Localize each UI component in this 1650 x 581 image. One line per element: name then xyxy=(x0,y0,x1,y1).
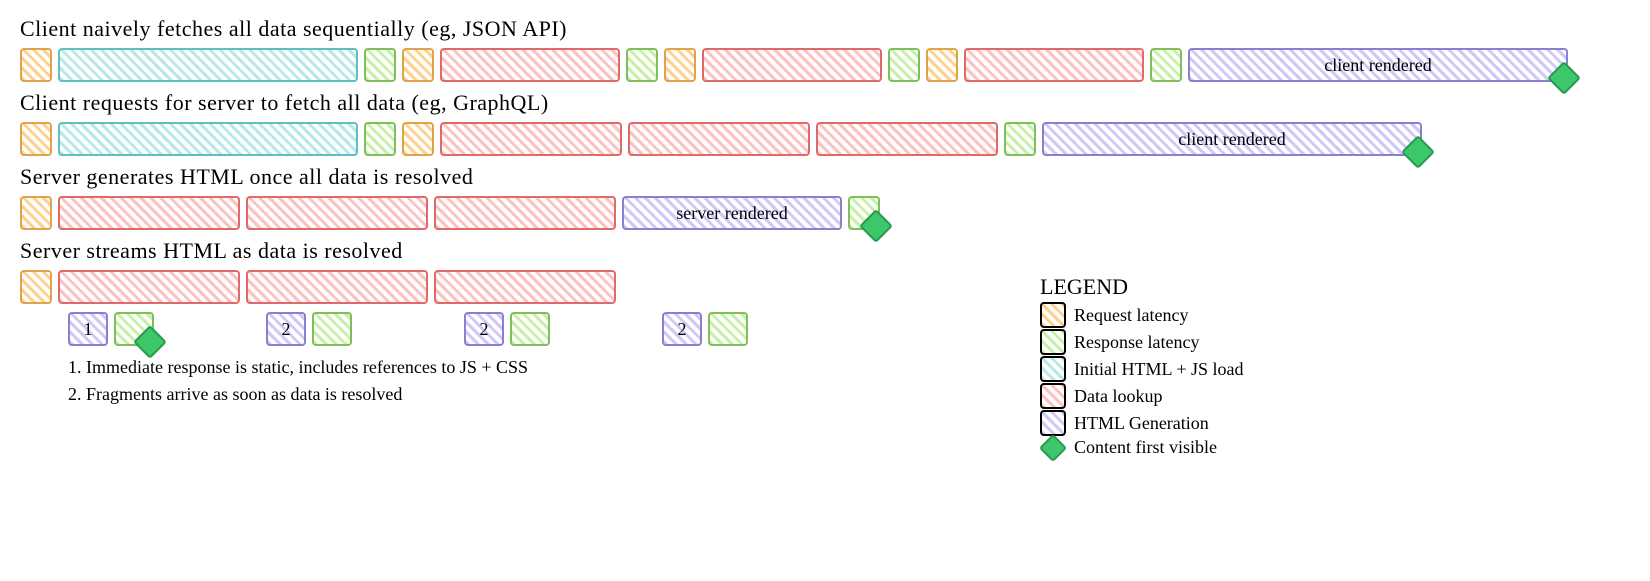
lookup-block xyxy=(964,48,1144,82)
row-title: Server streams HTML as data is resolved xyxy=(20,238,1630,264)
response-block xyxy=(626,48,658,82)
lookup-block xyxy=(702,48,882,82)
lookup-block xyxy=(816,122,998,156)
legend-item: Response latency xyxy=(1040,329,1243,355)
request-block xyxy=(664,48,696,82)
request-block xyxy=(402,122,434,156)
spacer xyxy=(556,329,656,330)
htmlgen-block: 1 xyxy=(68,312,108,346)
row-title: Client requests for server to fetch all … xyxy=(20,90,1630,116)
initial-block xyxy=(58,48,358,82)
response-block xyxy=(1004,122,1036,156)
row-title: Client naively fetches all data sequenti… xyxy=(20,16,1630,42)
row-title: Server generates HTML once all data is r… xyxy=(20,164,1630,190)
footnote: 1. Immediate response is static, include… xyxy=(68,354,1630,381)
response-block xyxy=(848,196,880,230)
request-block xyxy=(20,122,52,156)
request-block xyxy=(20,48,52,82)
legend-item: Content first visible xyxy=(1040,437,1243,458)
block-label: 1 xyxy=(84,319,93,340)
lookup-block xyxy=(440,48,620,82)
legend-label: Content first visible xyxy=(1074,437,1217,458)
legend-title: LEGEND xyxy=(1040,274,1243,300)
lookup-block xyxy=(440,122,622,156)
footnotes: 1. Immediate response is static, include… xyxy=(68,354,1630,408)
lookup-block xyxy=(434,196,616,230)
lookup-block xyxy=(434,270,616,304)
block-label: 2 xyxy=(282,319,291,340)
block-label: server rendered xyxy=(676,203,787,224)
block-label: client rendered xyxy=(1324,55,1431,76)
timeline-row: server rendered xyxy=(20,196,1630,230)
timeline-row: 1 2 2 2 xyxy=(68,312,1630,346)
diamond-icon xyxy=(1039,433,1067,461)
response-block xyxy=(510,312,550,346)
timeline-diagram: Client naively fetches all data sequenti… xyxy=(20,16,1630,408)
htmlgen-block: 2 xyxy=(266,312,306,346)
block-label: 2 xyxy=(678,319,687,340)
request-block xyxy=(20,270,52,304)
legend-item: Data lookup xyxy=(1040,383,1243,409)
legend-label: HTML Generation xyxy=(1074,413,1209,434)
lookup-block xyxy=(58,196,240,230)
request-block xyxy=(926,48,958,82)
lookup-block xyxy=(246,196,428,230)
request-block xyxy=(402,48,434,82)
htmlgen-block: client rendered xyxy=(1188,48,1568,82)
timeline-row: client rendered xyxy=(20,122,1630,156)
legend-item: HTML Generation xyxy=(1040,410,1243,436)
lookup-block xyxy=(628,122,810,156)
htmlgen-block: client rendered xyxy=(1042,122,1422,156)
legend-label: Response latency xyxy=(1074,332,1199,353)
response-block xyxy=(708,312,748,346)
htmlgen-block: server rendered xyxy=(622,196,842,230)
legend-swatch xyxy=(1040,356,1066,382)
timeline-row xyxy=(20,270,1630,304)
footnote: 2. Fragments arrive as soon as data is r… xyxy=(68,381,1630,408)
lookup-block xyxy=(246,270,428,304)
timeline-row: client rendered xyxy=(20,48,1630,82)
legend-item: Request latency xyxy=(1040,302,1243,328)
response-block xyxy=(888,48,920,82)
initial-block xyxy=(58,122,358,156)
response-block xyxy=(364,48,396,82)
spacer xyxy=(160,329,260,330)
request-block xyxy=(20,196,52,230)
response-block xyxy=(312,312,352,346)
response-block xyxy=(114,312,154,346)
legend-swatch xyxy=(1040,383,1066,409)
legend: LEGEND Request latency Response latency Ini… xyxy=(1040,274,1243,459)
legend-swatch xyxy=(1040,410,1066,436)
response-block xyxy=(1150,48,1182,82)
legend-swatch xyxy=(1040,329,1066,355)
legend-label: Request latency xyxy=(1074,305,1188,326)
htmlgen-block: 2 xyxy=(662,312,702,346)
response-block xyxy=(364,122,396,156)
block-label: client rendered xyxy=(1178,129,1285,150)
legend-label: Data lookup xyxy=(1074,386,1162,407)
legend-label: Initial HTML + JS load xyxy=(1074,359,1243,380)
legend-swatch xyxy=(1040,302,1066,328)
block-label: 2 xyxy=(480,319,489,340)
spacer xyxy=(358,329,458,330)
htmlgen-block: 2 xyxy=(464,312,504,346)
lookup-block xyxy=(58,270,240,304)
legend-item: Initial HTML + JS load xyxy=(1040,356,1243,382)
